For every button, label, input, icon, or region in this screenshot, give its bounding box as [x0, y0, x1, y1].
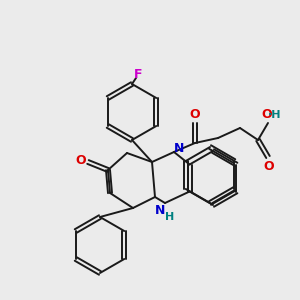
Text: N: N: [155, 205, 165, 218]
Text: F: F: [134, 68, 142, 80]
Text: O: O: [190, 109, 200, 122]
Text: ·H: ·H: [268, 110, 282, 120]
Text: O: O: [264, 160, 274, 172]
Text: H: H: [165, 212, 175, 222]
Text: N: N: [174, 142, 184, 155]
Text: O: O: [76, 154, 86, 167]
Text: O: O: [262, 109, 272, 122]
